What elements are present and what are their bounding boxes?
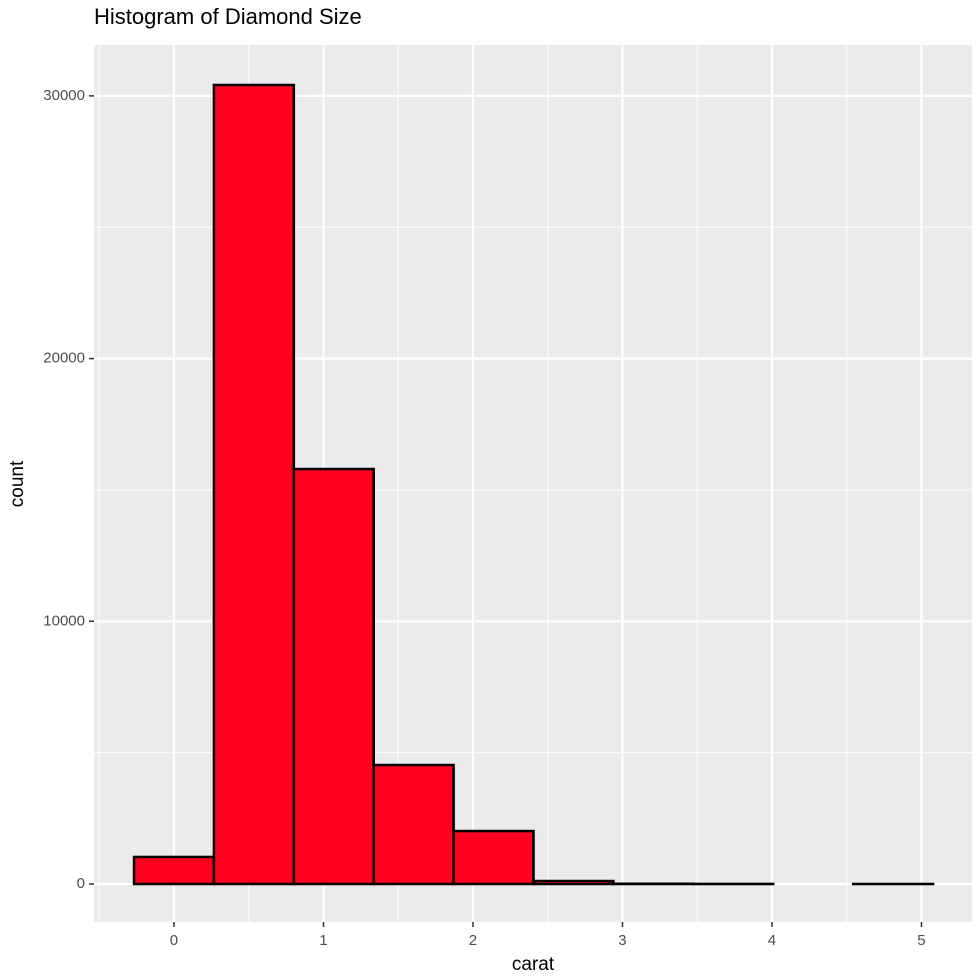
x-tick-label: 3 [618,932,626,949]
bar [452,829,535,886]
y-tick-label: 20000 [43,350,85,367]
chart-title: Histogram of Diamond Size [94,4,362,29]
bar [292,467,375,886]
y-tick-label: 30000 [43,87,85,104]
x-axis-label: carat [512,954,555,975]
x-tick-label: 5 [917,932,925,949]
x-tick-label: 1 [319,932,327,949]
bar [212,83,296,886]
y-tick-label: 10000 [43,612,85,629]
bar [132,855,216,886]
x-tick-label: 2 [469,932,477,949]
bar [372,763,455,886]
x-tick-label: 4 [768,932,776,949]
bar [532,879,615,886]
y-tick-label: 0 [77,875,85,892]
y-axis-label: count [7,460,28,507]
x-tick-label: 0 [170,932,178,949]
